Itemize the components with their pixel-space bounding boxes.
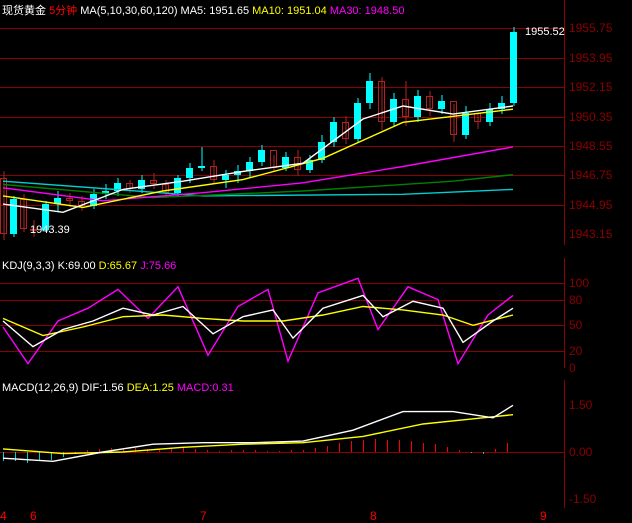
x-axis-label: 6 xyxy=(30,509,37,523)
y-axis-label: 0.00 xyxy=(569,445,592,459)
ma-lines xyxy=(0,0,565,245)
kdj-lines xyxy=(0,258,565,368)
main-chart-area[interactable]: 现货黄金 5分钟 MA(5,10,30,60,120) MA5: 1951.65… xyxy=(0,0,565,245)
x-axis-label: 8 xyxy=(370,509,377,523)
y-axis-label: 1955.75 xyxy=(569,21,612,35)
macd-lines xyxy=(0,380,565,508)
macd-chart-area[interactable]: MACD(12,26,9) DIF:1.56 DEA:1.25 MACD:0.3… xyxy=(0,380,565,508)
x-axis-label: 7 xyxy=(200,509,207,523)
y-axis-label: 1952.15 xyxy=(569,80,612,94)
y-axis-label: 1.50 xyxy=(569,398,592,412)
x-axis-label: 9 xyxy=(540,509,547,523)
x-axis-label: 4 xyxy=(0,509,7,523)
macd-panel: MACD(12,26,9) DIF:1.56 DEA:1.25 MACD:0.3… xyxy=(0,380,632,508)
y-axis-label: 1950.35 xyxy=(569,110,612,124)
y-axis-label: 100 xyxy=(569,276,589,290)
time-x-axis: 4 6 7 8 9 xyxy=(0,508,632,523)
y-axis-label: 1943.15 xyxy=(569,227,612,241)
y-axis-label: 1948.55 xyxy=(569,139,612,153)
price-annotation: 1943.39 xyxy=(30,224,70,236)
y-axis-label: 50 xyxy=(569,318,582,332)
macd-y-axis: -1.50 0.00 1.50 xyxy=(565,380,632,508)
price-annotation: 1955.52 xyxy=(525,26,565,38)
y-axis-label: -1.50 xyxy=(569,492,596,506)
y-axis-label: 0 xyxy=(569,361,576,375)
kdj-y-axis: 0205080100 xyxy=(565,258,632,368)
main-y-axis: 1943.15 1944.95 1946.75 1948.55 1950.35 1952.… xyxy=(565,0,632,245)
kdj-chart-area[interactable]: KDJ(9,3,3) K:69.00 D:65.67 J:75.66 xyxy=(0,258,565,368)
y-axis-label: 20 xyxy=(569,344,582,358)
y-axis-label: 80 xyxy=(569,293,582,307)
kdj-panel: KDJ(9,3,3) K:69.00 D:65.67 J:75.66 02050… xyxy=(0,258,632,368)
y-axis-label: 1944.95 xyxy=(569,198,612,212)
main-price-panel: 现货黄金 5分钟 MA(5,10,30,60,120) MA5: 1951.65… xyxy=(0,0,632,245)
y-axis-label: 1953.95 xyxy=(569,51,612,65)
y-axis-label: 1946.75 xyxy=(569,168,612,182)
